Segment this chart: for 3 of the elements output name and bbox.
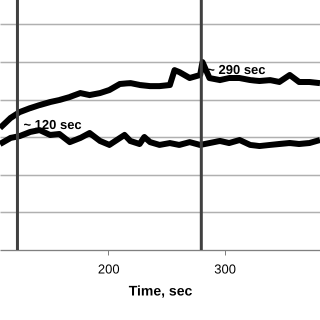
x-axis-title: Time, sec xyxy=(128,282,192,298)
x-tick-label: 300 xyxy=(214,262,236,276)
x-tick-label: 200 xyxy=(98,262,120,276)
